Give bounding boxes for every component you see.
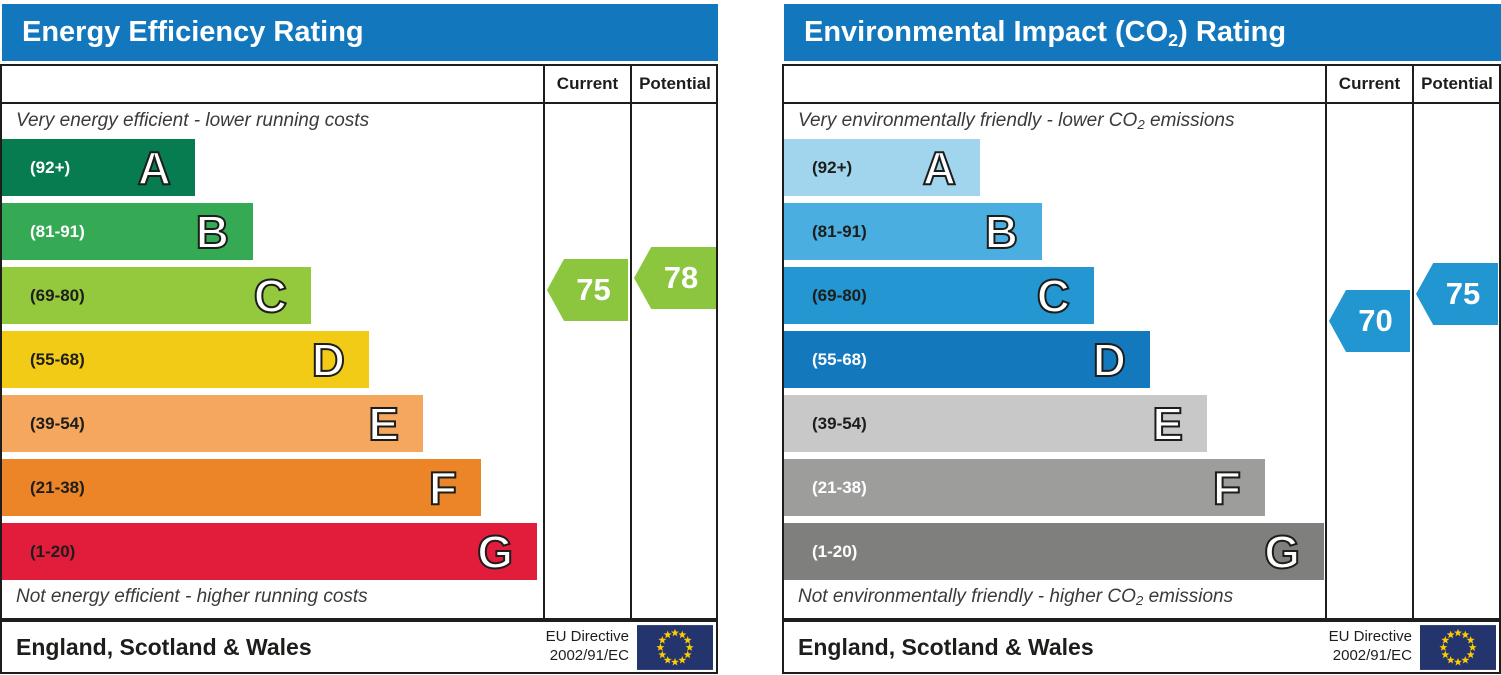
band-range: (55-68) [812,349,867,369]
band-range: (92+) [30,157,71,177]
column-header-potential: Potential [639,74,711,93]
band-range: (21-38) [812,477,867,497]
band-range: (1-20) [30,541,76,561]
environmental-impact-title: Environmental Impact (CO2) Rating [784,4,1501,61]
column-divider [1325,66,1327,618]
band-letter: D [311,333,346,387]
potential-rating-arrow: 78 [634,247,716,309]
band-g: (1-20) G [784,523,1324,580]
band-d: (55-68) D [2,331,369,388]
band-b: (81-91) B [784,203,1042,260]
title-text: Energy Efficiency Rating [22,16,364,48]
band-range: (81-91) [812,221,867,241]
column-divider [1412,66,1414,618]
band-a: (92+) A [784,139,980,196]
top-note: Very energy efficient - lower running co… [16,110,370,131]
current-rating-arrow: 70 [1329,290,1410,352]
bottom-note: Not energy efficient - higher running co… [16,586,368,607]
band-letter: B [195,205,230,259]
current-rating-value: 75 [576,272,611,307]
column-header-current: Current [556,74,619,93]
title-subscript: 2 [1168,30,1179,51]
column-divider [630,66,632,618]
band-range: (1-20) [812,541,858,561]
region-label: England, Scotland & Wales [16,633,312,660]
current-rating-value: 70 [1358,303,1393,338]
column-header-row: Current Potential [2,66,716,104]
column-header-row: Current Potential [784,66,1499,104]
band-range: (39-54) [812,413,867,433]
eu-directive-label: EU Directive 2002/91/EC [1328,628,1412,664]
rating-table: Current Potential Very energy efficient … [0,64,718,620]
top-note: Very environmentally friendly - lower CO… [798,110,1235,133]
band-letter: A [137,141,172,195]
eu-flag [637,624,713,670]
band-range: (55-68) [30,349,85,369]
eu-flag [1420,624,1496,670]
band-letter: C [253,269,288,323]
chart-footer: England, Scotland & Wales EU Directive 2… [782,620,1501,674]
energy-efficiency-panel: Energy Efficiency Rating Current Potenti… [0,0,718,675]
band-c: (69-80) C [2,267,311,324]
band-letter: F [1212,461,1242,515]
band-letter: G [1263,525,1301,579]
band-letter: A [922,141,957,195]
rating-bands: (92+) A (81-91) B (69-80) C (55-68) D (3… [784,139,1324,587]
rating-bands: (92+) A (81-91) B (69-80) C (55-68) D (3… [2,139,537,587]
potential-rating-arrow: 75 [1416,263,1498,325]
chart-footer: England, Scotland & Wales EU Directive 2… [0,620,718,674]
column-header-current: Current [1338,74,1401,93]
band-a: (92+) A [2,139,195,196]
band-letter: C [1036,269,1071,323]
band-range: (69-80) [30,285,85,305]
band-letter: E [1151,397,1184,451]
band-e: (39-54) E [2,395,423,452]
band-letter: B [984,205,1019,259]
column-header-potential: Potential [1421,74,1493,93]
rating-table: Current Potential Very environmentally f… [782,64,1501,620]
title-text: Environmental Impact (CO [804,16,1169,48]
bottom-note: Not environmentally friendly - higher CO… [798,586,1234,609]
band-c: (69-80) C [784,267,1094,324]
band-range: (81-91) [30,221,85,241]
potential-rating-value: 75 [1445,276,1481,311]
band-letter: D [1092,333,1127,387]
band-e: (39-54) E [784,395,1207,452]
potential-rating-value: 78 [663,260,699,295]
eu-directive-label: EU Directive 2002/91/EC [545,628,629,664]
band-range: (39-54) [30,413,85,433]
region-label: England, Scotland & Wales [798,633,1094,660]
band-range: (92+) [812,157,853,177]
band-letter: E [367,397,400,451]
band-b: (81-91) B [2,203,253,260]
band-f: (21-38) F [784,459,1265,516]
title-text-post: ) Rating [1178,16,1287,48]
band-letter: F [428,461,458,515]
current-rating-arrow: 75 [547,259,628,321]
energy-efficiency-title: Energy Efficiency Rating [2,4,718,61]
band-g: (1-20) G [2,523,537,580]
band-letter: G [476,525,514,579]
band-range: (69-80) [812,285,867,305]
band-range: (21-38) [30,477,85,497]
environmental-impact-panel: Environmental Impact (CO2) Rating Curren… [782,0,1501,675]
column-divider [543,66,545,618]
band-f: (21-38) F [2,459,481,516]
band-d: (55-68) D [784,331,1150,388]
